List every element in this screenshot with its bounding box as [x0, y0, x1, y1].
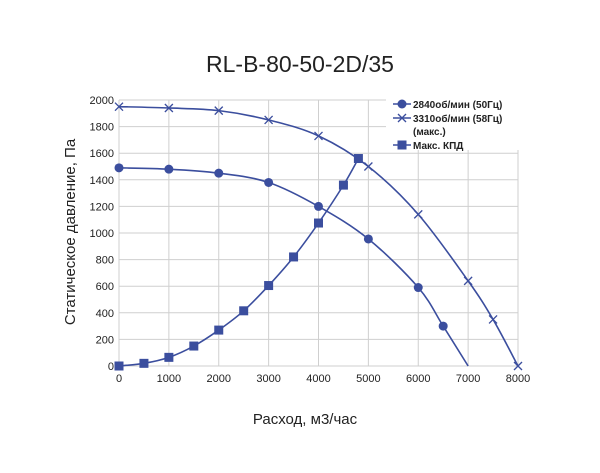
x-mark-stroke	[214, 106, 224, 116]
legend-label: Макс. КПД	[413, 141, 463, 152]
data-point	[114, 102, 124, 112]
x-mark-stroke	[314, 131, 323, 141]
x-tick-label: 8000	[506, 373, 530, 385]
legend-label: (макс.)	[413, 127, 446, 138]
y-tick-label: 400	[96, 308, 114, 320]
x-tick-label: 0	[116, 373, 122, 385]
y-tick-label: 200	[96, 334, 114, 346]
data-point	[114, 163, 124, 173]
data-point	[513, 361, 523, 371]
series-line-2	[118, 105, 519, 367]
legend-background	[386, 92, 546, 150]
data-point	[353, 154, 363, 164]
y-tick-label: 1800	[90, 122, 114, 134]
data-point	[189, 341, 199, 351]
data-point	[139, 358, 149, 368]
legend-marker	[397, 99, 407, 109]
data-point	[314, 201, 323, 211]
legend-label: 3310об/мин (58Гц)	[413, 113, 502, 125]
data-point	[413, 209, 423, 219]
legend-marker	[397, 113, 407, 123]
x-mark-stroke	[413, 209, 423, 219]
x-tick-label: 5000	[356, 373, 380, 385]
x-mark-stroke	[264, 115, 274, 125]
x-mark-stroke	[164, 103, 174, 113]
x-tick-label: 2000	[207, 373, 231, 385]
legend-marker	[397, 140, 407, 150]
data-point	[214, 325, 224, 335]
data-point	[114, 361, 124, 371]
x-tick-label: 7000	[456, 373, 480, 385]
x-mark-stroke	[463, 276, 473, 286]
y-axis-label: Статическое давление, Па	[62, 138, 79, 325]
x-mark-stroke	[513, 361, 523, 371]
data-point	[413, 283, 423, 293]
x-mark-stroke	[397, 113, 407, 123]
x-tick-label: 1000	[157, 373, 181, 385]
x-mark-stroke	[363, 162, 373, 171]
y-tick-label: 2000	[90, 95, 114, 107]
series-line-1	[118, 167, 469, 367]
data-point	[463, 276, 473, 286]
y-tick-label: 0	[108, 361, 114, 373]
data-point	[264, 115, 274, 125]
tick-labels: 0 1000 2000 3000 4000 5000 6000 7000 8000 0 200 400…	[90, 95, 531, 385]
series-group	[114, 102, 523, 371]
data-point	[289, 252, 299, 262]
y-tick-label: 800	[96, 255, 114, 267]
legend: 2840об/мин (50Гц) 3310об/мин (58Гц) Макс. …	[386, 92, 546, 152]
y-tick-label: 1400	[90, 175, 114, 187]
data-point	[164, 103, 174, 113]
x-mark-stroke	[114, 102, 124, 112]
data-point	[314, 218, 323, 228]
series-line-3	[118, 158, 360, 367]
data-point	[239, 306, 249, 316]
grid	[118, 99, 519, 367]
chart-title: RL-B-80-50-2D/35	[206, 51, 394, 77]
x-tick-label: 3000	[256, 373, 280, 385]
data-point	[264, 177, 274, 187]
data-point	[363, 234, 373, 244]
data-point	[214, 168, 224, 178]
x-tick-label: 6000	[406, 373, 430, 385]
data-point	[338, 180, 348, 190]
y-tick-label: 600	[96, 281, 114, 293]
data-point	[164, 164, 174, 174]
x-axis-label: Расход, м3/час	[253, 411, 358, 428]
data-point	[314, 131, 323, 141]
x-tick-label: 4000	[306, 373, 330, 385]
data-point	[363, 162, 373, 171]
legend-label: 2840об/мин (50Гц)	[413, 99, 502, 111]
data-point	[214, 106, 224, 116]
y-tick-label: 1600	[90, 148, 114, 160]
data-point	[264, 281, 274, 291]
x-mark-stroke	[488, 314, 498, 324]
y-tick-label: 1200	[90, 201, 114, 213]
data-point	[438, 321, 448, 331]
data-point	[488, 314, 498, 324]
y-tick-label: 1000	[90, 228, 114, 240]
data-point	[164, 352, 174, 362]
